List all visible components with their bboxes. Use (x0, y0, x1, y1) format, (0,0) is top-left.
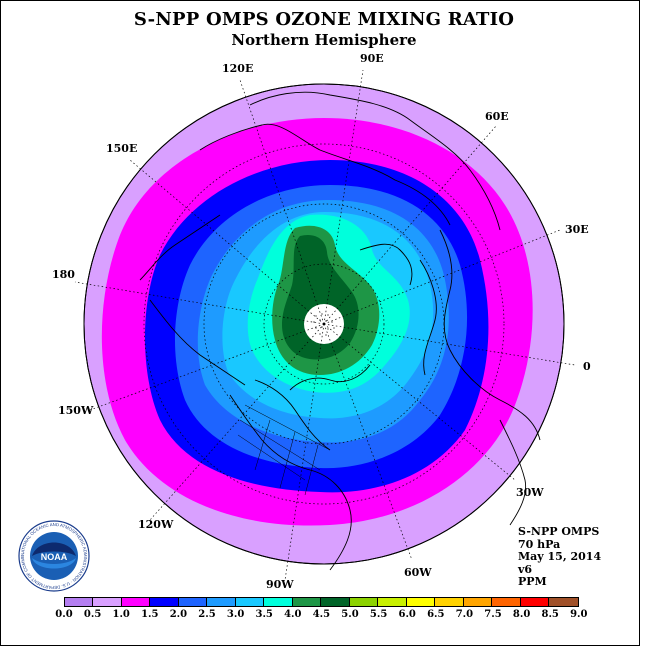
info-level: 70 hPa (518, 537, 561, 551)
colorbar-swatch (93, 598, 122, 606)
lon-label-150w: 150W (58, 404, 94, 417)
lon-label-150e: 150E (106, 142, 138, 155)
colorbar-swatch (378, 598, 407, 606)
lon-label-120w: 120W (138, 518, 174, 531)
info-version: v6 (518, 562, 533, 576)
colorbar-swatch (121, 598, 151, 606)
colorbar-tick-label: 5.0 (341, 609, 359, 620)
info-units: PPM (518, 575, 547, 588)
colorbar-swatch (178, 598, 208, 606)
map-title: S-NPP OMPS OZONE MIXING RATIO (133, 9, 515, 30)
colorbar-tick-label: 7.0 (455, 609, 474, 620)
lon-label-60e: 60E (485, 110, 509, 123)
colorbar-swatch (463, 598, 493, 606)
colorbar-swatch (520, 598, 550, 606)
logo-text: NOAA (41, 552, 68, 562)
colorbar-swatch (65, 598, 94, 606)
colorbar-tick-label: 1.5 (141, 609, 159, 620)
colorbar-tick-label: 4.5 (312, 609, 331, 620)
colorbar-swatch (292, 598, 322, 606)
colorbar-tick-label: 0.5 (83, 609, 102, 620)
colorbar-swatch (264, 598, 293, 606)
lon-label-30w: 30W (516, 486, 544, 499)
map-subtitle: Northern Hemisphere (231, 31, 417, 49)
colorbar-swatch (235, 598, 265, 606)
colorbar-tick-label: 0.0 (55, 609, 73, 620)
colorbar (64, 597, 579, 607)
colorbar-tick-label: 8.0 (512, 609, 531, 620)
info-instrument: S-NPP OMPS (518, 525, 600, 538)
colorbar-swatch (492, 598, 521, 606)
political-borders (237, 404, 331, 496)
colorbar-tick-label: 8.5 (541, 609, 559, 620)
colorbar-tick-label: 9.0 (570, 609, 588, 620)
lon-label-90w: 90W (266, 578, 294, 591)
colorbar-swatch (406, 598, 436, 606)
colorbar-tick-label: 3.5 (255, 609, 273, 620)
colorbar-swatch (150, 598, 179, 606)
colorbar-swatch (207, 598, 236, 606)
map-rim (83, 83, 565, 565)
lon-label-90e: 90E (360, 52, 384, 65)
colorbar-swatch (549, 598, 578, 606)
lon-label-30e: 30E (565, 223, 589, 236)
colorbar-tick-label: 6.0 (398, 609, 416, 620)
noaa-logo: NOAA NATIONAL OCEANIC AND ATMOSPHERIC AD… (18, 520, 90, 592)
lon-label-180: 180 (52, 268, 75, 281)
info-date: May 15, 2014 (518, 550, 602, 563)
colorbar-tick-label: 2.0 (169, 609, 188, 620)
info-block: S-NPP OMPS 70 hPa May 15, 2014 v6 PPM (518, 525, 602, 589)
lon-label-0: 0 (583, 360, 591, 373)
colorbar-tick-label: 7.5 (484, 609, 502, 620)
colorbar-tick-label: 5.5 (369, 609, 388, 620)
colorbar-ticks: 0.0 0.5 1.0 1.5 2.0 2.5 3.0 3.5 4.0 4.5 5.0 5.5 6.0 6… (0, 609, 648, 623)
colorbar-tick-label: 2.5 (198, 609, 216, 620)
polar-cap-stipple (313, 313, 335, 336)
lon-label-120e: 120E (222, 62, 254, 75)
colorbar-tick-label: 1.0 (112, 609, 130, 620)
colorbar-tick-label: 6.5 (427, 609, 445, 620)
colorbar-swatch (349, 598, 379, 606)
colorbar-swatch (435, 598, 464, 606)
colorbar-tick-label: 3.0 (226, 609, 245, 620)
colorbar-tick-label: 4.0 (284, 609, 302, 620)
colorbar-swatch (321, 598, 350, 606)
lon-label-60w: 60W (404, 566, 432, 579)
